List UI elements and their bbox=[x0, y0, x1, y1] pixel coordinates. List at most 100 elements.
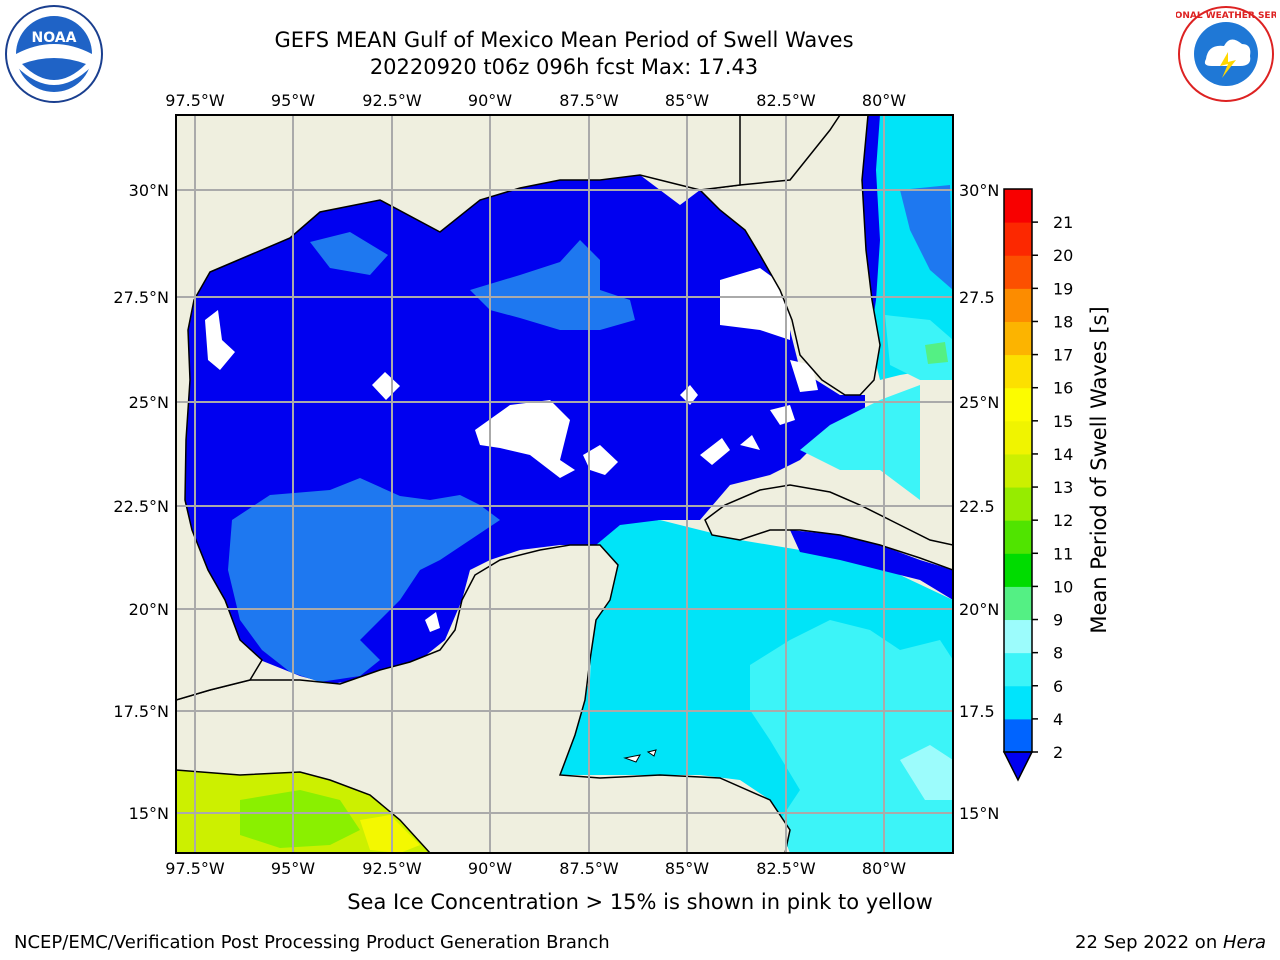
map-frame bbox=[175, 114, 954, 854]
colorbar-tick-label: 9 bbox=[1053, 611, 1063, 630]
lat-label: 30°N bbox=[129, 181, 169, 200]
colorbar-ticks: 2 4 6 8 9 10 11 12 13 14 15 16 17 18 19 20 21 bbox=[1032, 213, 1073, 762]
nws-logo-text: NATIONAL WEATHER SERVICE bbox=[1176, 11, 1276, 21]
colorbar-bin bbox=[1004, 652, 1032, 687]
islands bbox=[623, 749, 657, 763]
lat-label: 30°N bbox=[959, 181, 999, 200]
colorbar-tick-label: 4 bbox=[1053, 710, 1063, 729]
noaa-logo: NOAA bbox=[5, 5, 103, 103]
lat-label: 22.5 bbox=[959, 497, 995, 516]
colorbar-bin bbox=[1004, 619, 1032, 654]
colorbar-tick-label: 15 bbox=[1053, 412, 1073, 431]
lat-label: 20°N bbox=[959, 600, 999, 619]
colorbar-tick-label: 10 bbox=[1053, 577, 1073, 596]
colorbar-label: Mean Period of Swell Waves [s] bbox=[1087, 306, 1111, 633]
colorbar-bins bbox=[1004, 189, 1032, 753]
lon-label: 97.5°W bbox=[165, 859, 225, 878]
gulf-swell-2-4-north bbox=[310, 232, 388, 275]
sea-ice-note: Sea Ice Concentration > 15% is shown in … bbox=[347, 890, 933, 914]
credit-date-text: 22 Sep 2022 on bbox=[1075, 932, 1223, 953]
florida-straits-swell bbox=[800, 385, 920, 500]
lat-label: 15°N bbox=[129, 804, 169, 823]
caribbean-swell-6-8 bbox=[750, 620, 953, 853]
colorbar: 2 4 6 8 9 10 11 12 13 14 15 16 17 18 19 20 21 Mean Perio… bbox=[1002, 188, 1111, 782]
colorbar-bin bbox=[1004, 321, 1032, 356]
colorbar-bin bbox=[1004, 487, 1032, 521]
colorbar-tick-label: 12 bbox=[1053, 511, 1073, 530]
gulf-nodata bbox=[205, 268, 818, 632]
lat-label: 22.5°N bbox=[113, 497, 169, 516]
colorbar-bin bbox=[1004, 255, 1032, 289]
atlantic-swell-6-8 bbox=[885, 315, 953, 380]
lon-label: 95°W bbox=[271, 859, 315, 878]
atlantic-swell-9-10 bbox=[925, 342, 948, 364]
lon-label: 92.5°W bbox=[362, 91, 422, 110]
credit-branch: NCEP/EMC/Verification Post Processing Pr… bbox=[14, 932, 610, 953]
lon-label: 85°W bbox=[665, 91, 709, 110]
colorbar-bin bbox=[1004, 387, 1032, 422]
lon-label: 82.5°W bbox=[756, 91, 816, 110]
lon-label: 87.5°W bbox=[559, 91, 619, 110]
colorbar-tick-label: 21 bbox=[1053, 213, 1073, 232]
map-area bbox=[176, 115, 953, 853]
lat-label: 27.5°N bbox=[113, 288, 169, 307]
colorbar-bin bbox=[1004, 553, 1032, 587]
colorbar-tick-label: 2 bbox=[1053, 743, 1063, 762]
gulf-swell-2-4-west bbox=[228, 478, 500, 682]
pacific-swell-12 bbox=[240, 790, 360, 848]
colorbar-bin bbox=[1004, 222, 1032, 256]
colorbar-tick-label: 13 bbox=[1053, 478, 1073, 497]
colorbar-tick-label: 11 bbox=[1053, 544, 1073, 563]
lon-label: 92.5°W bbox=[362, 859, 422, 878]
credit-date: 22 Sep 2022 on Hera bbox=[1075, 932, 1266, 953]
colorbar-bin bbox=[1004, 189, 1032, 223]
lon-label: 87.5°W bbox=[559, 859, 619, 878]
caribbean-swell-lt2 bbox=[790, 530, 953, 600]
lon-label: 80°W bbox=[862, 91, 906, 110]
lat-labels-right: 30°N 27.5 25°N 22.5 20°N 17.5 15°N bbox=[959, 181, 999, 823]
lon-label: 97.5°W bbox=[165, 91, 225, 110]
colorbar-tick-label: 19 bbox=[1053, 279, 1073, 298]
lon-label: 82.5°W bbox=[756, 859, 816, 878]
caribbean-swell-8-9 bbox=[900, 745, 953, 800]
lon-label: 80°W bbox=[862, 859, 906, 878]
noaa-logo-text: NOAA bbox=[32, 30, 77, 46]
map-subtitle: 20220920 t06z 096h fcst Max: 17.43 bbox=[369, 55, 759, 79]
atlantic-swell-4-6 bbox=[858, 115, 953, 380]
lat-label: 15°N bbox=[959, 804, 999, 823]
credit-host: Hera bbox=[1222, 932, 1266, 953]
colorbar-bin bbox=[1004, 520, 1032, 554]
colorbar-frame bbox=[1003, 188, 1033, 753]
pacific-swell-14 bbox=[360, 815, 420, 853]
lon-labels-top: 97.5°W 95°W 92.5°W 90°W 87.5°W 85°W 82.5… bbox=[165, 91, 906, 110]
map-title: GEFS MEAN Gulf of Mexico Mean Period of … bbox=[274, 28, 854, 52]
lat-labels-left: 30°N 27.5°N 25°N 22.5°N 20°N 17.5°N 15°N bbox=[113, 181, 169, 823]
lat-label: 20°N bbox=[129, 600, 169, 619]
colorbar-bin bbox=[1004, 586, 1032, 621]
colorbar-tick-label: 6 bbox=[1053, 677, 1063, 696]
lon-label: 90°W bbox=[468, 91, 512, 110]
lat-label: 25°N bbox=[959, 393, 999, 412]
lat-label: 17.5°N bbox=[113, 702, 169, 721]
colorbar-bin bbox=[1004, 354, 1032, 389]
colorbar-bin bbox=[1004, 718, 1032, 753]
lon-labels-bottom: 97.5°W 95°W 92.5°W 90°W 87.5°W 85°W 82.5… bbox=[165, 859, 906, 878]
colorbar-bin bbox=[1004, 420, 1032, 455]
lat-label: 27.5 bbox=[959, 288, 995, 307]
colorbar-tick-label: 20 bbox=[1053, 246, 1073, 265]
gridlines bbox=[176, 115, 953, 853]
colorbar-tick-label: 14 bbox=[1053, 445, 1073, 464]
lat-label: 17.5 bbox=[959, 702, 995, 721]
lon-label: 95°W bbox=[271, 91, 315, 110]
lat-label: 25°N bbox=[129, 393, 169, 412]
colorbar-bin bbox=[1004, 685, 1032, 720]
atlantic-swell-2-4 bbox=[900, 185, 953, 290]
colorbar-tick-label: 8 bbox=[1053, 644, 1063, 663]
colorbar-tick-label: 17 bbox=[1053, 346, 1073, 365]
colorbar-bin bbox=[1004, 288, 1032, 322]
colorbar-tick-label: 18 bbox=[1053, 312, 1073, 331]
gulf-swell-2-4-central bbox=[470, 240, 635, 330]
colorbar-extend-triangle bbox=[1002, 751, 1034, 782]
lon-label: 85°W bbox=[665, 859, 709, 878]
